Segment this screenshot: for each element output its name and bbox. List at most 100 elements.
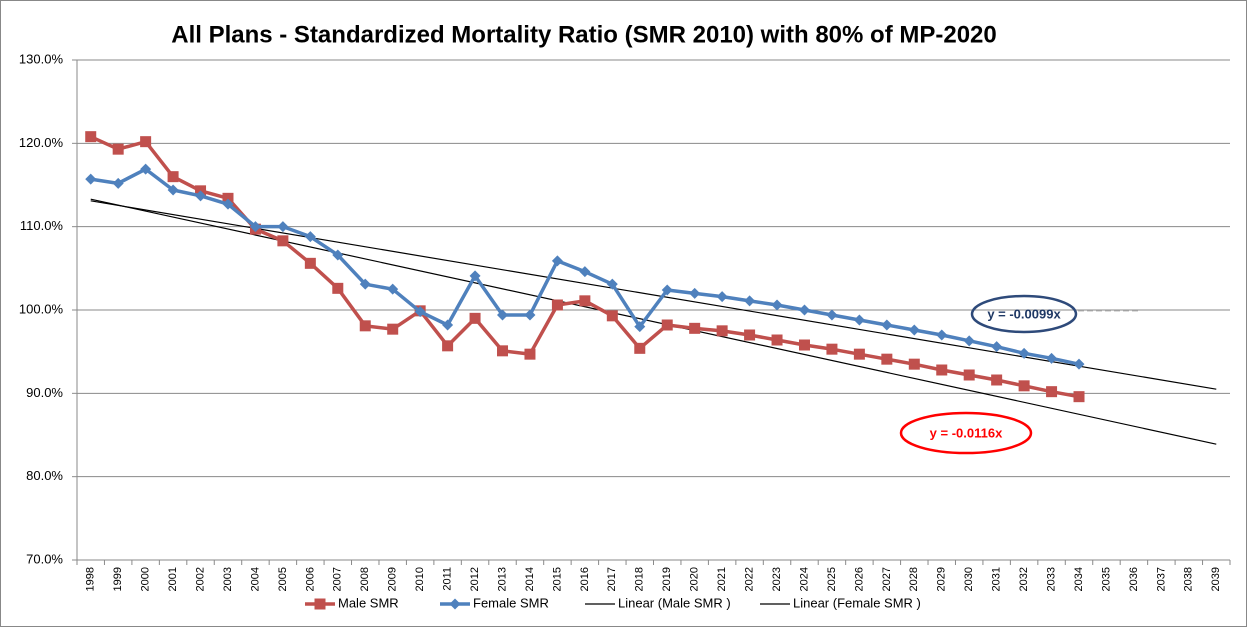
data-point (140, 163, 152, 175)
data-point (689, 287, 701, 299)
x-tick-label: 2009 (387, 567, 399, 591)
data-point (579, 295, 591, 307)
data-point (304, 257, 316, 269)
x-tick-label: 2011 (442, 567, 454, 591)
data-point (222, 192, 234, 204)
data-point (963, 335, 975, 347)
legend-label: Linear (Male SMR ) (618, 595, 731, 610)
data-point (277, 221, 289, 233)
data-point (524, 309, 536, 321)
legend-marker (449, 598, 461, 610)
x-tick-label: 1999 (112, 567, 124, 591)
legend-item: Linear (Female SMR ) (760, 595, 921, 610)
legend-label: Female SMR (473, 595, 549, 610)
data-point (1046, 386, 1058, 398)
data-point (1046, 352, 1058, 364)
x-tick-label: 2036 (1128, 567, 1140, 591)
data-point (991, 374, 1003, 386)
data-point (1073, 391, 1085, 403)
x-tick-label: 2017 (606, 567, 618, 591)
data-point (798, 339, 810, 351)
data-point (1018, 380, 1030, 392)
x-tick-label: 2034 (1073, 567, 1085, 591)
x-tick-label: 2005 (277, 567, 289, 591)
data-point (1073, 358, 1085, 370)
data-point (826, 309, 838, 321)
data-point (387, 283, 399, 295)
x-tick-label: 2015 (551, 567, 563, 591)
data-point (716, 291, 728, 303)
data-point (606, 278, 618, 290)
x-tick-label: 2001 (167, 567, 179, 591)
annotation: y = -0.0099x (987, 306, 1061, 321)
x-tick-label: 2038 (1183, 567, 1195, 591)
y-tick-label: 90.0% (26, 385, 63, 400)
x-tick-label: 2028 (908, 567, 920, 591)
x-tick-label: 2016 (579, 567, 591, 591)
data-point (771, 299, 783, 311)
annotation-ellipse (970, 294, 1078, 334)
data-point (579, 266, 591, 278)
x-tick-label: 2004 (249, 567, 261, 591)
x-tick-label: 2021 (716, 567, 728, 591)
data-point (304, 231, 316, 243)
data-point (1018, 347, 1030, 359)
x-tick-label: 2007 (332, 567, 344, 591)
data-point (442, 340, 454, 352)
data-point (195, 190, 207, 202)
series (85, 163, 1085, 370)
data-point (524, 348, 536, 360)
legend-label: Male SMR (338, 595, 399, 610)
data-point (85, 131, 97, 143)
x-tick-label: 2003 (222, 567, 234, 591)
data-point (551, 255, 563, 267)
data-point (881, 353, 893, 365)
x-tick-label: 2022 (743, 567, 755, 591)
data-point (442, 319, 454, 331)
data-point (112, 143, 124, 155)
x-tick-label: 2023 (771, 567, 783, 591)
data-point (497, 309, 509, 321)
x-tick-label: 2026 (853, 567, 865, 591)
x-tick-label: 2032 (1018, 567, 1030, 591)
data-point (798, 304, 810, 316)
data-point (908, 324, 920, 336)
data-point (85, 173, 97, 185)
data-point (167, 184, 179, 196)
y-tick-label: 70.0% (26, 551, 63, 566)
data-point (359, 320, 371, 332)
legend-item: Female SMR (440, 595, 549, 610)
data-point (469, 270, 481, 282)
x-tick-label: 1998 (85, 567, 97, 591)
data-point (991, 341, 1003, 353)
x-tick-label: 2037 (1155, 567, 1167, 591)
data-point (140, 136, 152, 148)
data-point (908, 358, 920, 370)
legend-marker (314, 598, 326, 610)
data-point (414, 306, 426, 318)
x-tick-label: 2008 (359, 567, 371, 591)
data-point (771, 334, 783, 346)
data-point (167, 171, 179, 183)
x-tick-label: 2020 (689, 567, 701, 591)
data-point (551, 299, 563, 311)
x-tick-label: 2030 (963, 567, 975, 591)
data-point (359, 278, 371, 290)
data-point (222, 198, 234, 210)
x-tick-label: 2035 (1100, 567, 1112, 591)
x-tick-label: 2002 (194, 567, 206, 591)
data-point (634, 342, 646, 354)
data-point (853, 348, 865, 360)
y-tick-label: 80.0% (26, 468, 63, 483)
x-tick-label: 2010 (414, 567, 426, 591)
data-point (716, 325, 728, 337)
data-point (744, 295, 756, 307)
x-tick-label: 2025 (826, 567, 838, 591)
legend-item: Male SMR (305, 595, 399, 610)
x-tick-label: 2013 (496, 567, 508, 591)
x-tick-label: 2029 (936, 567, 948, 591)
data-point (277, 235, 289, 247)
data-point (936, 364, 948, 376)
